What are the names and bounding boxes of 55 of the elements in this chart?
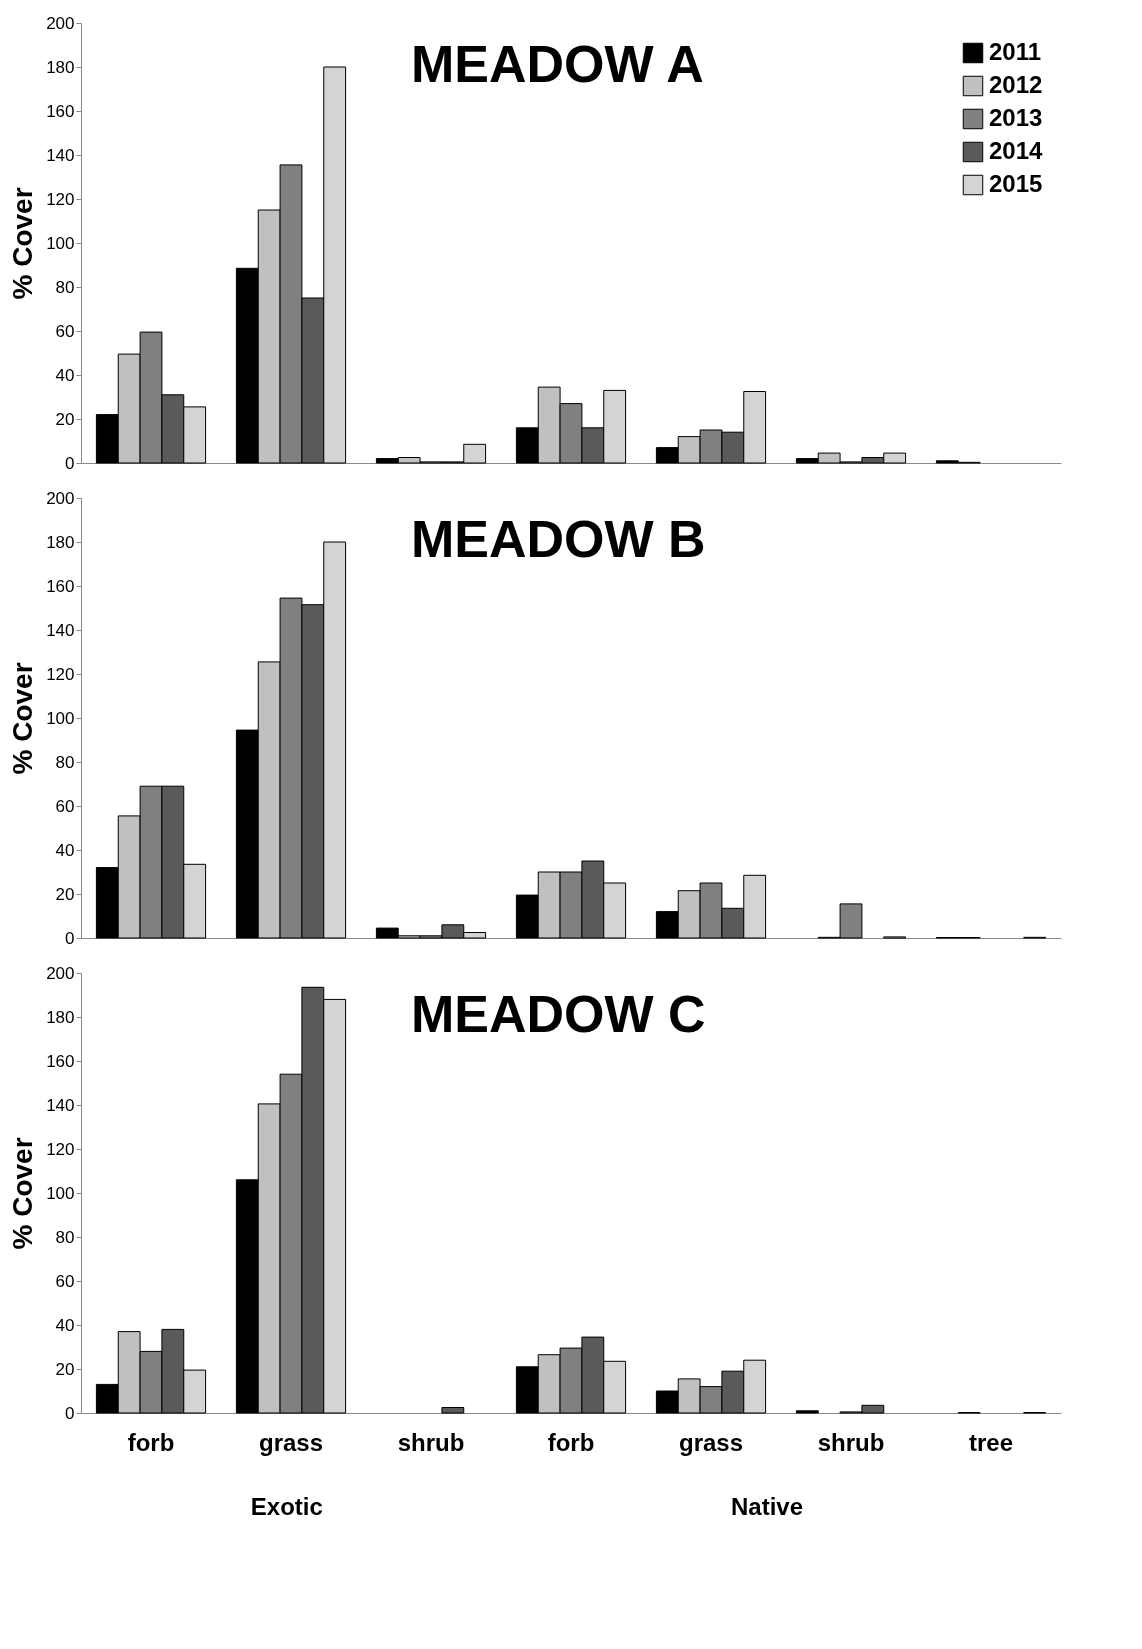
y-tick-label: 80	[55, 1227, 75, 1247]
chart-title: MEADOW B	[411, 510, 706, 568]
legend-label: 2015	[989, 170, 1043, 197]
y-tick-label: 120	[46, 664, 75, 684]
y-tick-label: 20	[55, 1359, 75, 1379]
x-tick-label: grass	[678, 1428, 744, 1456]
y-tick-label: 100	[46, 708, 75, 728]
y-tick-label: 120	[46, 1139, 75, 1159]
y-axis-title: % Cover	[7, 662, 39, 775]
y-tick-label: 160	[46, 1051, 75, 1071]
y-tick-label: 0	[65, 453, 75, 473]
legend-label: 2011	[989, 38, 1042, 65]
x-tick-label: grass	[258, 1428, 324, 1456]
y-tick-label: 60	[55, 796, 75, 816]
y-tick-label: 160	[46, 101, 75, 121]
y-tick-label: 140	[46, 620, 75, 640]
x-tick-label: forb	[547, 1428, 595, 1456]
text: Exotic	[250, 1493, 323, 1520]
y-tick-label: 40	[55, 365, 75, 385]
y-tick-label: 140	[46, 1095, 75, 1115]
x-tick-label: shrub	[817, 1428, 885, 1456]
y-tick-label: 40	[55, 840, 75, 860]
y-tick-label: 60	[55, 321, 75, 341]
text: Native	[730, 1493, 804, 1520]
bar	[795, 1410, 819, 1414]
y-tick-label: 100	[46, 1183, 75, 1203]
y-tick-label: 60	[55, 1271, 75, 1291]
x-tick-label: tree	[968, 1428, 1014, 1456]
y-tick-label: 200	[46, 13, 75, 33]
y-tick-label: 180	[46, 57, 75, 77]
legend-label: 2013	[989, 104, 1043, 131]
y-tick-label: 200	[46, 963, 75, 983]
y-tick-label: 40	[55, 1315, 75, 1335]
y-axis-title: % Cover	[7, 187, 39, 300]
y-tick-label: 200	[46, 488, 75, 508]
y-tick-label: 20	[55, 409, 75, 429]
y-tick-label: 0	[65, 928, 75, 948]
y-tick-label: 20	[55, 884, 75, 904]
y-tick-label: 140	[46, 145, 75, 165]
legend-label: 2014	[989, 137, 1044, 164]
y-tick-label: 100	[46, 233, 75, 253]
y-axis-title: % Cover	[7, 1137, 39, 1250]
bar	[441, 1407, 465, 1414]
x-tick-label: shrub	[397, 1428, 465, 1456]
chart-title: MEADOW A	[411, 35, 704, 93]
x-tick-label: forb	[127, 1428, 175, 1456]
y-tick-label: 80	[55, 752, 75, 772]
chart-title: MEADOW C	[411, 985, 706, 1043]
legend-label: 2012	[989, 71, 1043, 98]
y-tick-label: 180	[46, 1007, 75, 1027]
y-tick-label: 80	[55, 277, 75, 297]
y-tick-label: 0	[65, 1403, 75, 1423]
y-tick-label: 180	[46, 532, 75, 552]
y-tick-label: 120	[46, 189, 75, 209]
y-tick-label: 160	[46, 576, 75, 596]
